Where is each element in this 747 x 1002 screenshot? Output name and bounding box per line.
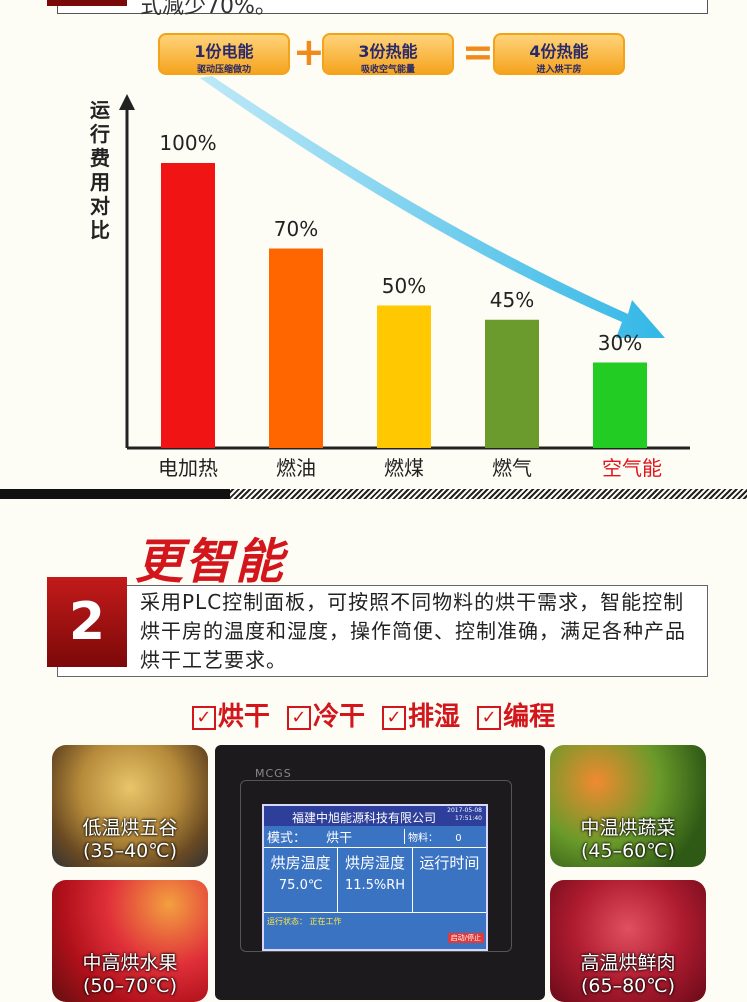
mode-label: 模式： — [267, 831, 307, 846]
feature-list: ✓ 烘干 ✓ 冷干 ✓ 排湿 ✓ 编程 — [0, 696, 747, 733]
category-label: 燃煤 — [384, 456, 424, 480]
check-icon: ✓ — [286, 705, 311, 730]
data-label: 70% — [273, 216, 319, 241]
bar-4 — [593, 362, 647, 448]
caption-temp: (35–40℃) — [82, 840, 178, 862]
meat-image: 高温烘鲜肉 (65–80℃) — [550, 880, 706, 1002]
description-box — [57, 585, 708, 677]
top-red-block — [47, 0, 127, 6]
bar-3 — [485, 319, 539, 448]
company-name: 福建中旭能源科技有限公司 — [292, 811, 437, 825]
check-icon: ✓ — [382, 705, 407, 730]
feature-item: ✓ 冷干 — [286, 702, 365, 732]
temp-label: 烘房温度 — [270, 854, 331, 872]
check-icon: ✓ — [191, 705, 216, 730]
caption-temp: (45–60℃) — [580, 840, 676, 862]
y-axis-label: 运行费用对比 — [90, 98, 110, 242]
feature-label: 排湿 — [408, 702, 461, 732]
trend-arrow — [200, 76, 665, 338]
formula-title: 3份热能 — [358, 42, 418, 61]
vegetable-image: 中温烘蔬菜 (45–60℃) — [550, 745, 706, 867]
formula-sub: 驱动压缩做功 — [196, 65, 251, 75]
runtime-label: 运行时间 — [419, 854, 480, 872]
plus-sign: + — [293, 30, 325, 74]
feature-item: ✓ 排湿 — [382, 702, 460, 732]
data-label: 45% — [489, 287, 535, 312]
feature-item: ✓ 编程 — [477, 702, 555, 732]
category-label: 燃气 — [492, 456, 532, 480]
data-label: 50% — [381, 273, 427, 298]
screen-header: 福建中旭能源科技有限公司 2017-05-08 17:51:40 — [264, 806, 486, 826]
data-label: 30% — [597, 330, 643, 355]
formula-electric: 1份电能驱动压缩做功 — [158, 33, 290, 75]
category-label: 燃油 — [276, 456, 316, 480]
equals-sign: = — [462, 30, 494, 74]
description-text: 采用PLC控制面板，可按照不同物料的烘干需求，智能控制烘干房的温度和湿度，操作简… — [140, 590, 686, 672]
formula-heat-absorbed: 3份热能吸收空气能量 — [322, 33, 454, 75]
status-label: 运行状态： — [267, 917, 307, 926]
plc-screen[interactable]: 福建中旭能源科技有限公司 2017-05-08 17:51:40 模式： 烘干 物料… — [262, 804, 488, 951]
formula-heat-output: 4份热能进入烘干房 — [493, 33, 625, 75]
bar-2 — [377, 305, 431, 448]
humid-value: 11.5%RH — [344, 878, 406, 893]
start-stop-button[interactable]: 启动/停止 — [447, 933, 484, 943]
category-label: 电加热 — [158, 456, 218, 480]
panel-brand: MCGS — [255, 767, 292, 780]
caption: 中温烘蔬菜 — [580, 817, 676, 839]
bar-chart — [119, 76, 690, 450]
y-axis-arrow — [119, 94, 135, 110]
formula-sub: 进入烘干房 — [536, 65, 582, 75]
material-value: 0 — [455, 833, 462, 844]
top-note-box — [57, 0, 708, 14]
section-title: 更智能 — [135, 534, 286, 590]
caption-temp: (50–70℃) — [82, 975, 178, 997]
section-divider-solid — [0, 489, 230, 499]
caption: 高温烘鲜肉 — [580, 952, 676, 974]
time: 17:51:40 — [455, 815, 482, 822]
formula-title: 4份热能 — [529, 42, 589, 61]
feature-item: ✓ 烘干 — [191, 702, 270, 732]
fruit-image: 中高烘水果 (50–70℃) — [52, 880, 208, 1002]
status-value: 正在工作 — [309, 917, 342, 926]
bar-1 — [269, 248, 323, 448]
caption-temp: (65–80℃) — [580, 975, 676, 997]
top-note-text: 式减少70%。 — [140, 0, 277, 19]
feature-label: 编程 — [503, 702, 556, 732]
humid-label: 烘房湿度 — [344, 854, 405, 872]
data-label: 100% — [159, 131, 217, 155]
mode-value: 烘干 — [326, 831, 353, 846]
caption: 低温烘五谷 — [82, 817, 178, 839]
section-number: 2 — [47, 577, 127, 667]
section-divider — [0, 489, 747, 499]
material-label: 物料： — [408, 833, 438, 844]
formula-title: 1份电能 — [194, 42, 254, 61]
feature-label: 烘干 — [217, 702, 270, 732]
grain-image: 低温烘五谷 (35–40℃) — [52, 745, 208, 867]
temp-value: 75.0℃ — [278, 878, 323, 893]
check-icon: ✓ — [477, 705, 502, 730]
formula-sub: 吸收空气能量 — [360, 65, 415, 75]
feature-label: 冷干 — [312, 702, 365, 732]
caption: 中高烘水果 — [82, 952, 178, 974]
date: 2017-05-08 — [447, 807, 482, 814]
panel-bezel — [240, 780, 512, 952]
bar-0 — [161, 163, 215, 448]
category-label: 空气能 — [602, 456, 662, 480]
